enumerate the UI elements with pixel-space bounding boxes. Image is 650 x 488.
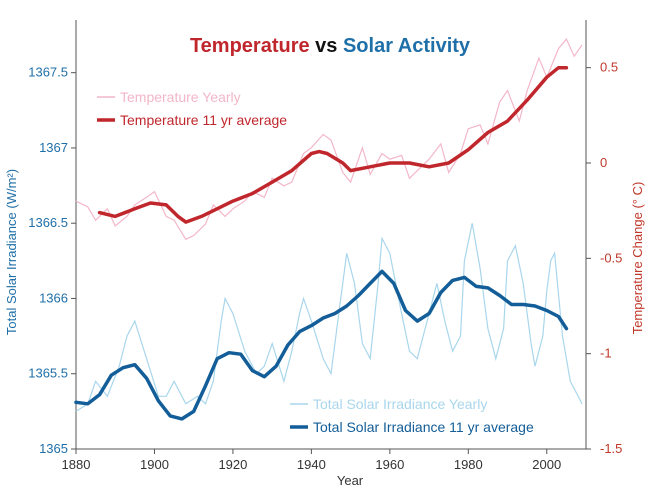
left-tick-label: 1366.5 — [28, 215, 68, 230]
legend-label-solar-yearly: Total Solar Irradiance Yearly — [313, 396, 487, 412]
series-line-temperature-yearly — [75, 37, 583, 241]
series-line-solar-yearly — [75, 223, 583, 412]
x-tick-label: 1980 — [454, 457, 483, 472]
right-tick-label: 0.5 — [600, 60, 618, 75]
x-tick-label: 2000 — [532, 457, 561, 472]
x-tick-label: 1880 — [62, 457, 91, 472]
right-tick-label: -1.5 — [600, 441, 622, 456]
x-tick-label: 1960 — [375, 457, 404, 472]
title-vs: vs — [310, 35, 343, 57]
title-solar-activity: Solar Activity — [343, 35, 471, 57]
x-tick-label: 1900 — [140, 457, 169, 472]
x-axis-label: Year — [337, 473, 364, 488]
title-temperature: Temperature — [190, 35, 310, 57]
left-ticks: 1365 1365.5 1366 1366.5 1367 1367.5 — [28, 65, 76, 456]
left-tick-label: 1365.5 — [28, 366, 68, 381]
right-axis-label: Temperature Change (° C) — [630, 182, 645, 335]
legend-label-temperature-yearly: Temperature Yearly — [120, 89, 241, 105]
right-ticks: 0.5 0 -0.5 -1 -1.5 — [586, 60, 622, 456]
chart-title: Temperature vs Solar Activity — [190, 35, 471, 57]
left-tick-label: 1365 — [39, 441, 68, 456]
left-tick-label: 1366 — [39, 290, 68, 305]
x-tick-label: 1940 — [297, 457, 326, 472]
legend-label-temperature-11yr: Temperature 11 yr average — [120, 112, 287, 128]
x-ticks: 1880 1900 1920 1940 1960 1980 2000 — [62, 449, 561, 472]
left-tick-label: 1367 — [39, 140, 68, 155]
left-axis-label: Total Solar Irradiance (W/m²) — [4, 169, 19, 335]
legend-label-solar-11yr: Total Solar Irradiance 11 yr average — [313, 419, 534, 435]
right-tick-label: -1 — [600, 346, 612, 361]
series-line-temperature-11yr — [97, 65, 569, 224]
right-tick-label: 0 — [600, 155, 607, 170]
right-tick-label: -0.5 — [600, 250, 622, 265]
x-tick-label: 1920 — [218, 457, 247, 472]
left-tick-label: 1367.5 — [28, 65, 68, 80]
series-line-solar-11yr — [74, 269, 569, 421]
